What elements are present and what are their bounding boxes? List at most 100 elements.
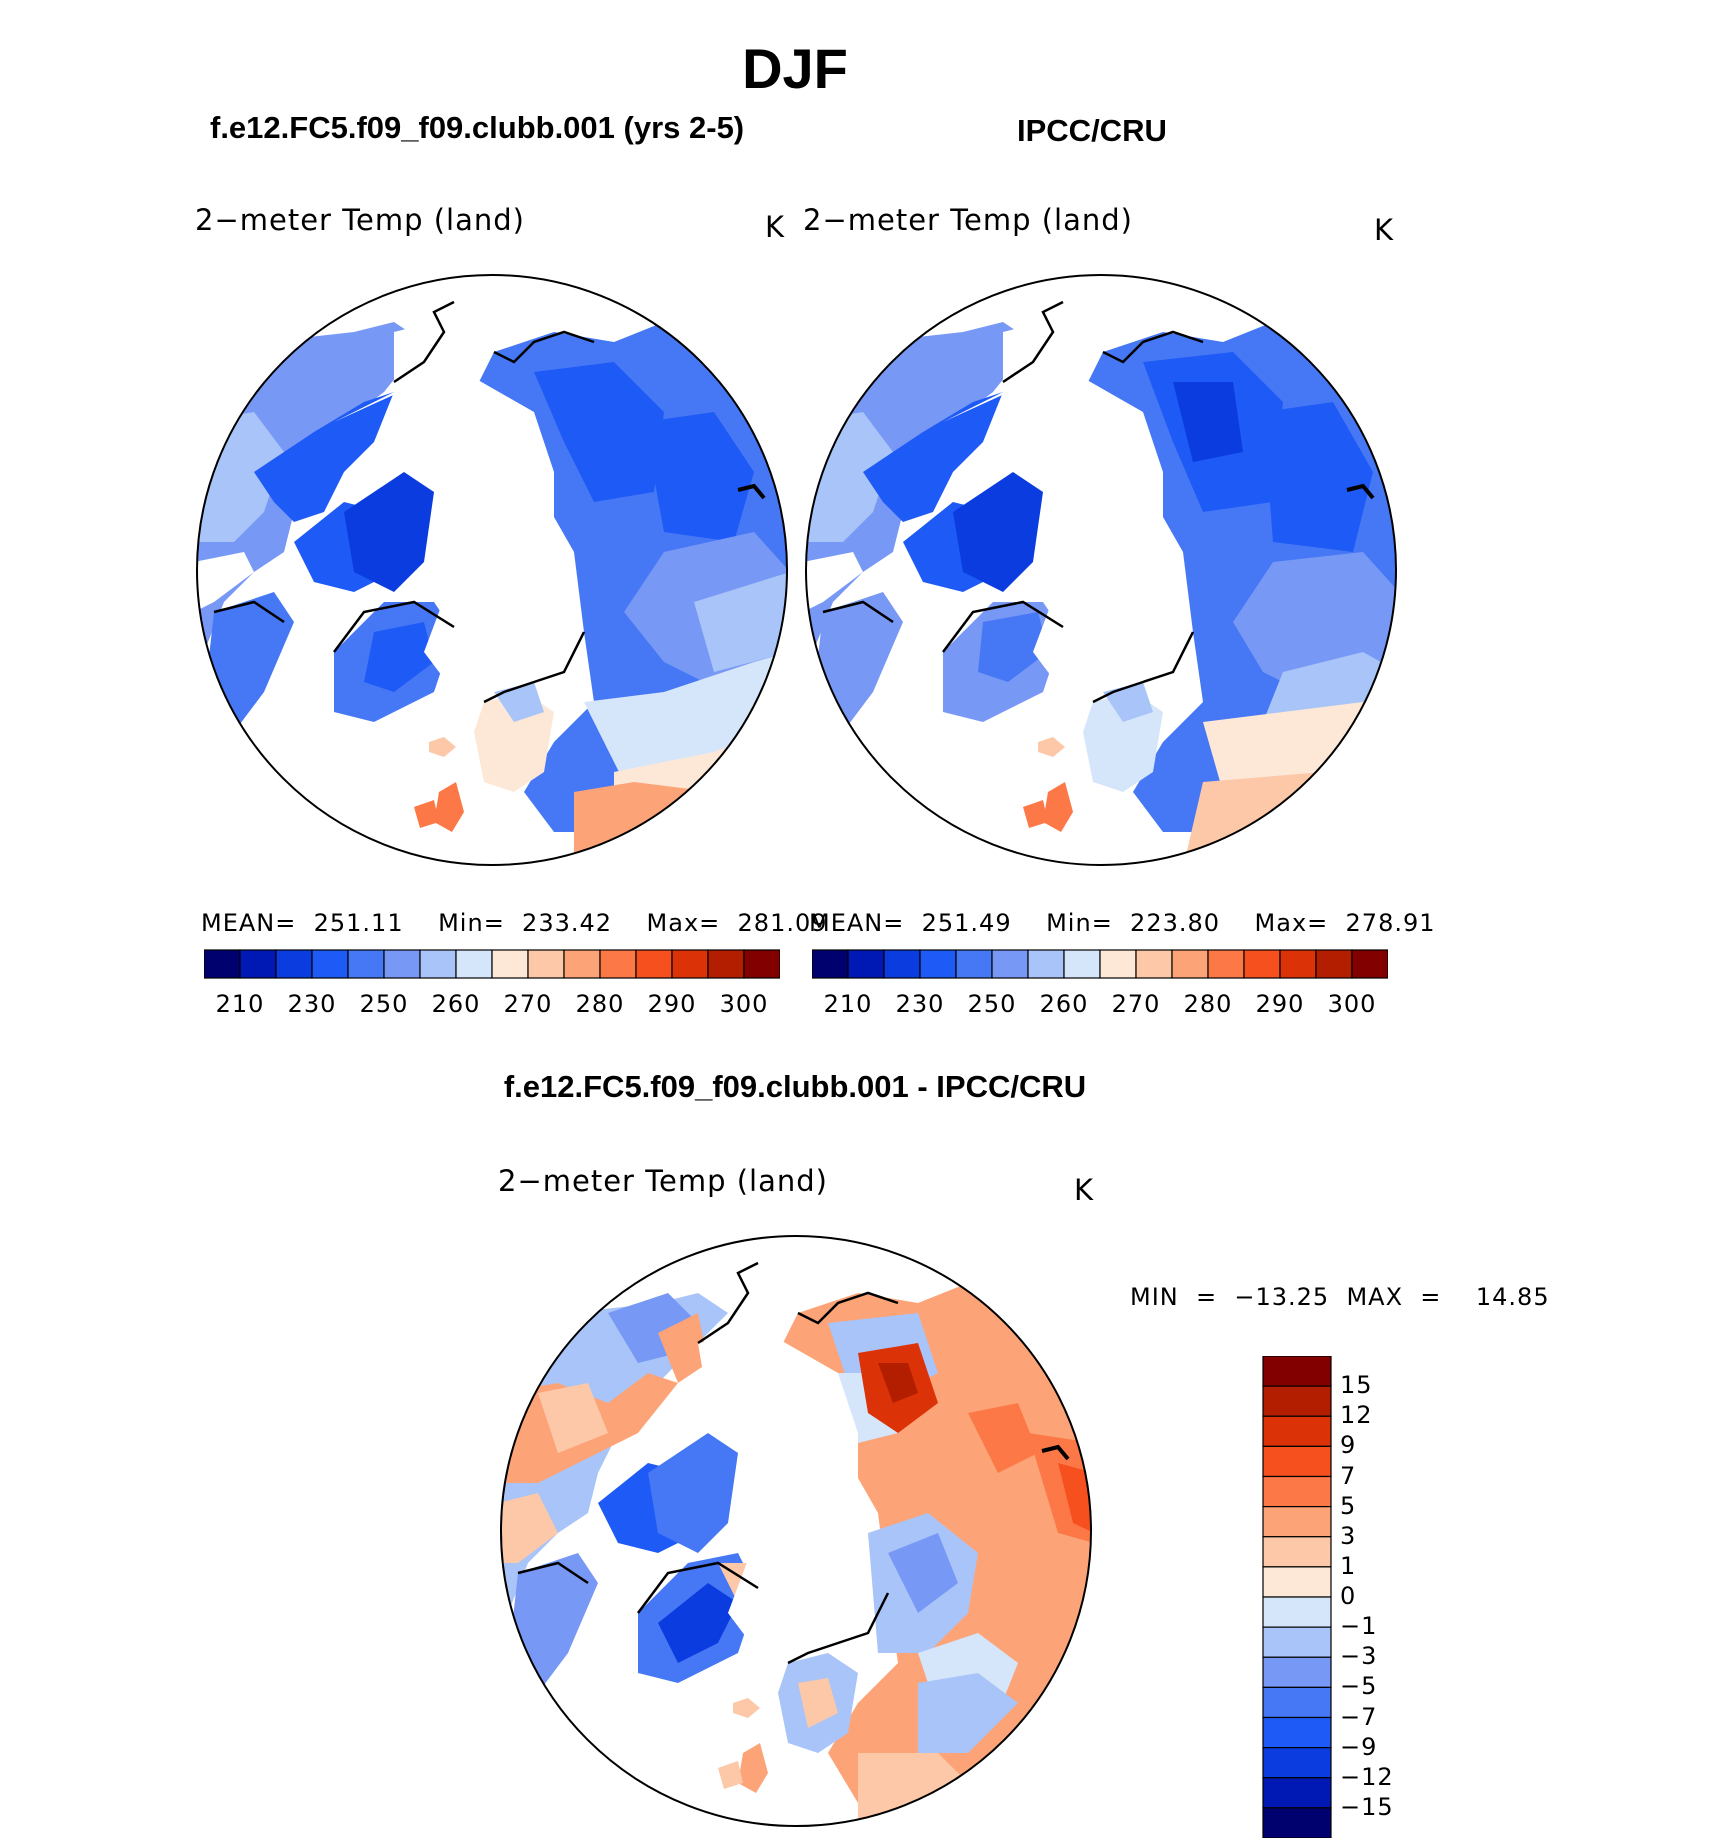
obs-colorbar-swatch — [1099, 949, 1137, 979]
obs-colorbar-tick-label: 210 — [823, 990, 873, 1018]
diff-colorbar-swatch — [1262, 1415, 1332, 1447]
diff-colorbar-tick-label: 3 — [1340, 1521, 1357, 1550]
diff-colorbar-tick-label: 15 — [1340, 1371, 1373, 1400]
obs-colorbar-swatch — [1315, 949, 1353, 979]
model-case-title: f.e12.FC5.f09_f09.clubb.001 (yrs 2-5) — [210, 110, 745, 145]
model-colorbar-swatch — [419, 949, 457, 979]
obs-colorbar-swatch — [919, 949, 957, 979]
model-units-label: K — [765, 210, 786, 244]
model-colorbar-swatch — [347, 949, 385, 979]
model-colorbar-swatch — [455, 949, 493, 979]
diff-colorbar-swatch — [1262, 1656, 1332, 1688]
diff-colorbar-tick-label: −7 — [1340, 1702, 1378, 1731]
model-polar-map — [196, 274, 788, 866]
diff-colorbar-swatch — [1262, 1566, 1332, 1598]
obs-colorbar-tick-label: 280 — [1183, 990, 1233, 1018]
obs-colorbar-swatch — [1135, 949, 1173, 979]
diff-colorbar-swatch — [1262, 1686, 1332, 1719]
diff-colorbar-tick-label: −1 — [1340, 1612, 1378, 1641]
diff-colorbar-swatch — [1262, 1777, 1332, 1809]
diff-colorbar-tick-label: 12 — [1340, 1401, 1373, 1430]
model-colorbar-tick-label: 280 — [575, 990, 625, 1018]
obs-colorbar-swatch — [847, 949, 885, 979]
diff-colorbar-swatch — [1262, 1716, 1332, 1749]
diff-colorbar-swatch — [1262, 1807, 1332, 1838]
obs-colorbar-swatch — [991, 949, 1029, 979]
figure-title: DJF — [742, 37, 848, 100]
obs-colorbar — [812, 949, 1388, 979]
diff-colorbar-tick-label: −5 — [1340, 1672, 1378, 1701]
obs-units-label: K — [1374, 213, 1395, 247]
diff-stats: MIN = −13.25 MAX = 14.85 — [1130, 1283, 1550, 1311]
model-colorbar-swatch — [563, 949, 601, 979]
obs-colorbar-swatch — [1207, 949, 1245, 979]
model-colorbar-swatch — [491, 949, 529, 979]
model-colorbar-swatch — [527, 949, 565, 979]
model-colorbar-swatch — [239, 949, 277, 979]
model-colorbar — [204, 949, 780, 979]
obs-colorbar-swatch — [955, 949, 993, 979]
diff-colorbar-swatch — [1262, 1626, 1332, 1658]
obs-stats: MEAN= 251.49 Min= 223.80 Max= 278.91 — [809, 909, 1436, 937]
model-colorbar-swatch — [599, 949, 637, 979]
obs-colorbar-swatch — [1243, 949, 1281, 979]
diff-colorbar-labels: 15 12 9 7 5 3 1 0 −1 −3 −5 −7 −9 −12 −15 — [1340, 1356, 1440, 1838]
diff-colorbar-tick-label: 0 — [1340, 1582, 1357, 1610]
obs-colorbar-swatch — [1279, 949, 1317, 979]
diff-colorbar-swatch — [1262, 1536, 1332, 1568]
model-colorbar-swatch — [275, 949, 313, 979]
model-colorbar-swatch — [707, 949, 745, 979]
diff-colorbar-swatch — [1262, 1385, 1332, 1417]
obs-case-title: IPCC/CRU — [1017, 113, 1167, 148]
diff-colorbar-tick-label: −3 — [1340, 1642, 1378, 1671]
diff-colorbar-tick-label: −15 — [1340, 1792, 1394, 1821]
difference-title: f.e12.FC5.f09_f09.clubb.001 - IPCC/CRU — [503, 1069, 1087, 1104]
model-colorbar-tick-label: 270 — [503, 990, 553, 1018]
diff-units-label: K — [1074, 1173, 1095, 1207]
diff-colorbar-tick-label: 1 — [1340, 1551, 1357, 1580]
model-variable-label: 2−meter Temp (land) — [195, 203, 525, 237]
diff-colorbar — [1262, 1356, 1332, 1838]
obs-colorbar-tick-label: 270 — [1111, 990, 1161, 1018]
diff-polar-map — [500, 1235, 1092, 1827]
obs-colorbar-tick-label: 290 — [1255, 990, 1305, 1018]
diff-colorbar-tick-label: −9 — [1340, 1732, 1378, 1761]
obs-colorbar-tick-label: 300 — [1327, 990, 1377, 1018]
diff-colorbar-tick-label: 7 — [1340, 1461, 1357, 1490]
diff-colorbar-swatch — [1262, 1506, 1332, 1538]
model-colorbar-swatch — [204, 949, 241, 979]
diff-colorbar-swatch — [1262, 1596, 1332, 1628]
obs-colorbar-swatch — [883, 949, 921, 979]
obs-colorbar-tick-label: 250 — [967, 990, 1017, 1018]
diff-colorbar-swatch — [1262, 1747, 1332, 1779]
obs-colorbar-swatch — [1027, 949, 1065, 979]
obs-colorbar-swatch — [812, 949, 849, 979]
model-colorbar-tick-label: 290 — [647, 990, 697, 1018]
model-colorbar-tick-label: 260 — [431, 990, 481, 1018]
model-colorbar-swatch — [671, 949, 709, 979]
model-colorbar-tick-label: 210 — [215, 990, 265, 1018]
diff-colorbar-tick-label: −12 — [1340, 1762, 1394, 1791]
model-colorbar-swatch — [311, 949, 349, 979]
obs-colorbar-swatch — [1351, 949, 1388, 979]
diff-colorbar-swatch — [1262, 1475, 1332, 1508]
model-colorbar-tick-label: 250 — [359, 990, 409, 1018]
model-colorbar-swatch — [635, 949, 673, 979]
model-colorbar-swatch — [383, 949, 421, 979]
model-colorbar-swatch — [743, 949, 780, 979]
obs-variable-label: 2−meter Temp (land) — [803, 203, 1133, 237]
obs-colorbar-swatch — [1171, 949, 1209, 979]
model-colorbar-tick-label: 230 — [287, 990, 337, 1018]
diff-colorbar-tick-label: 9 — [1340, 1431, 1357, 1460]
obs-colorbar-tick-label: 230 — [895, 990, 945, 1018]
model-stats: MEAN= 251.11 Min= 233.42 Max= 281.09 — [201, 909, 828, 937]
diff-variable-label: 2−meter Temp (land) — [498, 1164, 828, 1198]
model-colorbar-labels: 210 230 250 260 270 280 290 300 — [204, 990, 780, 1020]
obs-colorbar-labels: 210 230 250 260 270 280 290 300 — [812, 990, 1388, 1020]
obs-colorbar-tick-label: 260 — [1039, 990, 1089, 1018]
obs-polar-map — [805, 274, 1397, 866]
diff-colorbar-swatch — [1262, 1356, 1332, 1387]
diff-colorbar-swatch — [1262, 1445, 1332, 1478]
model-colorbar-tick-label: 300 — [719, 990, 769, 1018]
diff-colorbar-tick-label: 5 — [1340, 1491, 1357, 1520]
